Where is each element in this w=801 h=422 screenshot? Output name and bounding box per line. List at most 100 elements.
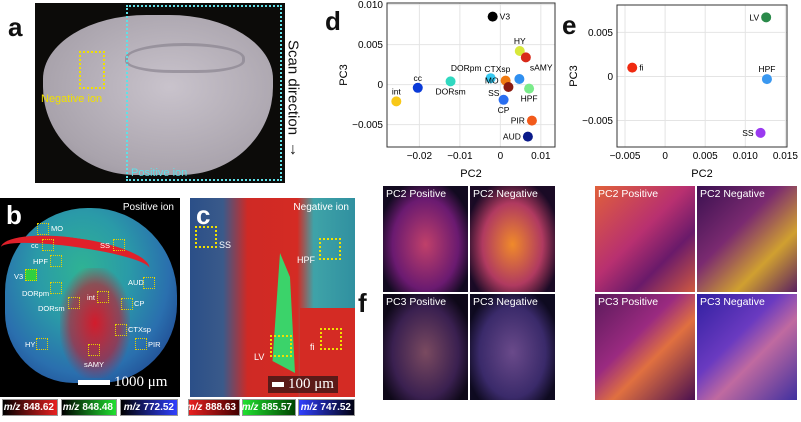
channel-legend-green: m/z 885.57 [242, 399, 296, 416]
data-point-fi [627, 62, 638, 73]
negative-ion-label: Negative ion [41, 93, 103, 105]
tile-label: PC3 Positive [598, 296, 659, 308]
scale-bar: 1000 μm [78, 374, 167, 391]
channel-legend-red: m/z 888.63 [186, 399, 240, 416]
data-point-label: AUD [503, 132, 521, 142]
panel-b-title: Positive ion [122, 202, 174, 213]
arrow-down-icon: ↓ [289, 141, 297, 159]
panel-label-d: d [325, 6, 341, 36]
region-label: fi [310, 342, 315, 352]
data-point-label: LV [749, 12, 759, 22]
region-box [143, 277, 155, 289]
region-label: int [87, 293, 95, 302]
pc2-negative-image: PC2 Negative [470, 186, 555, 292]
data-point-label: DORsm [435, 86, 465, 96]
region-box [121, 298, 133, 310]
y-tick-label: 0.010 [358, 0, 383, 11]
data-point-pir [526, 115, 537, 126]
x-tick-label: 0.015 [773, 151, 798, 162]
mz-value: 747.52 [320, 402, 351, 413]
data-point-hpf [761, 74, 772, 85]
region-box [37, 223, 49, 235]
y-tick-label: −0.005 [352, 120, 383, 131]
region-label: MO [51, 224, 64, 233]
region-box [50, 255, 62, 267]
region-box [50, 282, 62, 294]
pc3-positive-image: PC3 Positive [383, 294, 468, 400]
mz-prefix: m/z [300, 402, 318, 413]
pc3-positive-image: PC3 Positive [595, 294, 695, 400]
x-axis-label: PC2 [460, 168, 481, 180]
data-point-label: fi [639, 63, 643, 73]
positive-ion-region-box [126, 5, 282, 181]
plot-frame [386, 2, 556, 148]
region-label: CTXsp [128, 325, 151, 334]
y-tick-label: 0 [377, 80, 383, 91]
data-point-label: MO [485, 76, 499, 86]
scale-bar-label: 1000 μm [114, 374, 168, 390]
x-tick-label: −0.005 [610, 151, 641, 162]
region-box [320, 328, 342, 350]
x-tick-label: 0 [498, 151, 504, 162]
data-point-label: cc [414, 73, 423, 83]
region-box [88, 344, 100, 356]
region-label: HPF [33, 257, 48, 266]
tile-label: PC3 Negative [700, 296, 765, 308]
data-point-label: HPF [521, 94, 538, 104]
panel-label-c: c [196, 200, 211, 230]
region-label: PIR [148, 340, 161, 349]
x-tick-label: 0.010 [733, 151, 758, 162]
pc3-negative-image: PC3 Negative [697, 294, 797, 400]
tile-label: PC3 Negative [473, 296, 538, 308]
y-axis-label: PC3 [568, 65, 580, 86]
tile-label: PC3 Positive [386, 296, 447, 308]
region-label: LV [254, 352, 265, 362]
data-point-label: PIR [511, 116, 525, 126]
data-point-cc [412, 82, 423, 93]
negative-ion-msi-image: Negative ion SS HPF LV fi 100 μm [190, 198, 355, 397]
x-axis-label: PC2 [691, 168, 712, 180]
brain-optical-image: Negative ion Positive ion [35, 3, 285, 183]
y-axis-label: PC3 [338, 64, 350, 85]
tile-label: PC2 Positive [598, 188, 659, 200]
panel-label-b: b [6, 200, 22, 230]
panel-label-e: e [562, 10, 577, 40]
data-point-lv [761, 12, 772, 23]
tile-label: PC2 Negative [473, 188, 538, 200]
data-point-ss [503, 82, 514, 92]
panel-label-f: f [358, 288, 367, 318]
mz-value: 848.48 [82, 402, 113, 413]
scale-bar-label: 100 μm [288, 376, 334, 392]
y-tick-label: 0 [607, 72, 613, 83]
mz-value: 848.62 [23, 402, 54, 413]
region-box [319, 238, 341, 260]
pc2-positive-image: PC2 Positive [595, 186, 695, 292]
data-point-dorpm [485, 73, 496, 84]
data-point-label: int [392, 86, 402, 96]
data-point-ss [755, 127, 766, 138]
mz-value: 888.63 [205, 402, 236, 413]
region-label: HPF [297, 255, 315, 265]
mz-value: 885.57 [261, 402, 292, 413]
channel-legend-green: m/z 848.48 [61, 399, 117, 416]
data-point-label: CP [498, 105, 510, 115]
pca-scatter-plots: −0.02 −0.01 0 0.01 0.010 0.005 0 −0.005 PC2 PC3 V3… [338, 0, 798, 180]
region-box [68, 297, 80, 309]
brain-section [43, 15, 273, 175]
region-label: DORsm [38, 304, 65, 313]
positive-ion-label: Positive ion [131, 167, 188, 179]
data-point-label: V3 [500, 12, 511, 22]
x-tick-label: 0.01 [531, 151, 551, 162]
region-box [270, 335, 292, 357]
region-box [115, 324, 127, 336]
x-tick-label: −0.02 [407, 151, 433, 162]
region-box [42, 239, 54, 251]
data-point-label: HY [514, 36, 526, 46]
data-point-label: CTXsp [484, 64, 510, 74]
y-tick-label: 0.005 [588, 28, 613, 39]
fiber-tract-center [60, 268, 130, 378]
data-point-label: DORpm [451, 63, 482, 73]
tile-label: PC2 Positive [386, 188, 447, 200]
data-point-label: SS [488, 88, 500, 98]
x-tick-label: −0.01 [447, 151, 473, 162]
